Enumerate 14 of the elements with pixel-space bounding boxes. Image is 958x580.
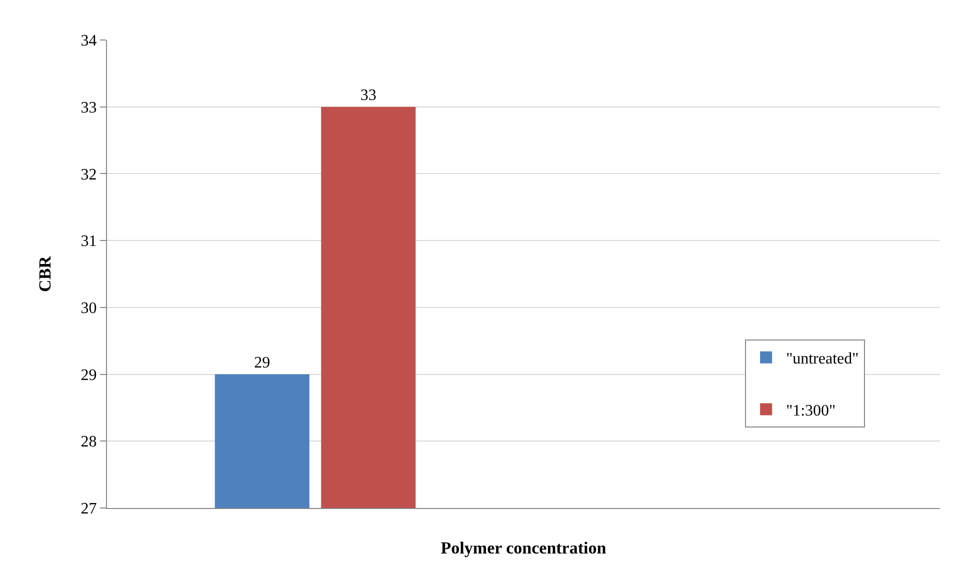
- data-label: 29: [254, 354, 270, 372]
- y-tick-label: 32: [80, 166, 97, 184]
- y-tick-label: 31: [80, 233, 97, 250]
- y-tick-label: 30: [80, 300, 97, 318]
- legend-label: "1:300": [786, 402, 836, 420]
- y-axis-title: CBR: [35, 255, 54, 292]
- x-axis-title: Polymer concentration: [440, 538, 607, 558]
- y-tick-label: 34: [80, 32, 97, 50]
- y-tick-label: 29: [80, 366, 97, 384]
- y-tick-label: 27: [80, 500, 97, 518]
- legend-label: "untreated": [786, 350, 859, 368]
- y-tick-label: 33: [80, 99, 97, 116]
- data-label: 33: [360, 86, 376, 104]
- y-tick-label: 28: [80, 434, 97, 451]
